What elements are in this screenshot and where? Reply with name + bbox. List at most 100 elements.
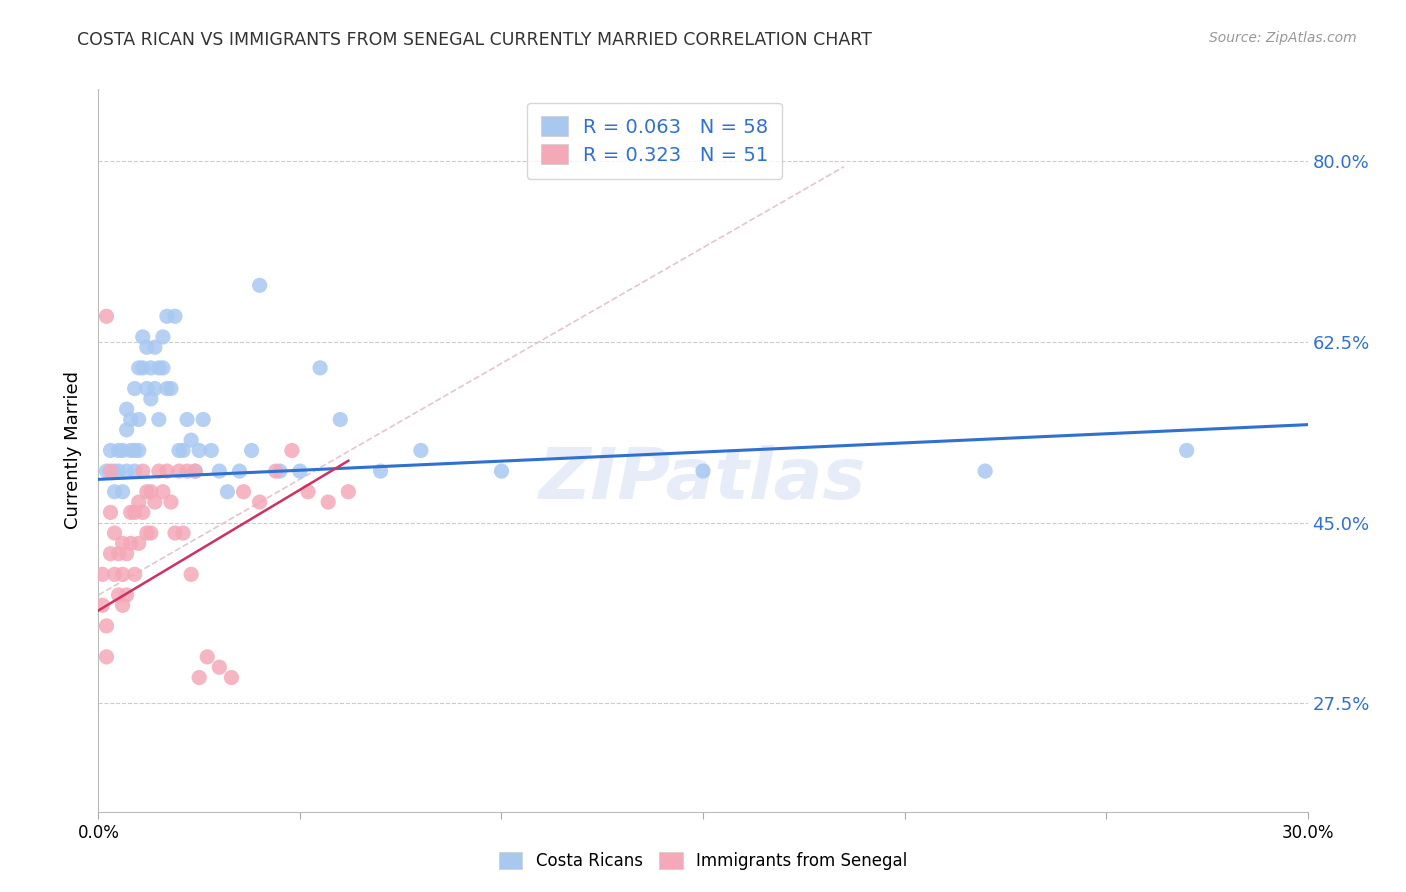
Point [115, 464, 138, 478]
Point [309, 360, 332, 375]
Text: Source: ZipAtlas.com: Source: ZipAtlas.com [1209, 31, 1357, 45]
Point [132, 464, 155, 478]
Point [208, 464, 231, 478]
Point [172, 443, 194, 458]
Point [152, 330, 174, 344]
Point [135, 526, 157, 541]
Point [107, 588, 129, 602]
Point [111, 484, 134, 499]
Point [124, 464, 146, 478]
Point [120, 412, 142, 426]
Point [128, 360, 150, 375]
Point [135, 382, 157, 396]
Point [316, 495, 339, 509]
Point [139, 392, 162, 406]
Point [176, 412, 198, 426]
Point [96, 649, 118, 664]
Point [100, 443, 122, 458]
Point [167, 443, 190, 458]
Point [124, 567, 146, 582]
Point [128, 412, 150, 426]
Point [281, 443, 304, 458]
Point [176, 464, 198, 478]
Point [288, 464, 311, 478]
Point [152, 484, 174, 499]
Point [249, 278, 271, 293]
Y-axis label: Currently Married: Currently Married [65, 371, 83, 530]
Point [103, 464, 125, 478]
Point [217, 484, 239, 499]
Point [163, 310, 186, 324]
Point [111, 567, 134, 582]
Point [409, 443, 432, 458]
Point [115, 402, 138, 417]
Point [96, 464, 118, 478]
Point [135, 340, 157, 354]
Point [188, 671, 211, 685]
Point [103, 526, 125, 541]
Point [100, 547, 122, 561]
Point [132, 330, 155, 344]
Point [139, 526, 162, 541]
Point [172, 526, 194, 541]
Point [148, 412, 170, 426]
Point [100, 464, 122, 478]
Point [200, 443, 222, 458]
Point [1175, 443, 1198, 458]
Point [152, 360, 174, 375]
Text: ZIPatlas: ZIPatlas [540, 445, 866, 514]
Point [128, 443, 150, 458]
Point [184, 464, 207, 478]
Point [111, 443, 134, 458]
Point [143, 340, 166, 354]
Point [124, 443, 146, 458]
Point [156, 382, 179, 396]
Point [139, 484, 162, 499]
Point [337, 484, 360, 499]
Point [115, 423, 138, 437]
Point [188, 443, 211, 458]
Point [96, 310, 118, 324]
Point [163, 526, 186, 541]
Point [180, 567, 202, 582]
Point [180, 433, 202, 447]
Point [120, 536, 142, 550]
Point [100, 505, 122, 519]
Point [128, 536, 150, 550]
Point [269, 464, 291, 478]
Point [297, 484, 319, 499]
Point [370, 464, 392, 478]
Point [107, 464, 129, 478]
Point [139, 360, 162, 375]
Point [329, 412, 352, 426]
Point [974, 464, 997, 478]
Point [148, 464, 170, 478]
Point [156, 310, 179, 324]
Point [491, 464, 513, 478]
Point [128, 495, 150, 509]
Legend: Costa Ricans, Immigrants from Senegal: Costa Ricans, Immigrants from Senegal [492, 845, 914, 877]
Point [148, 360, 170, 375]
Point [132, 360, 155, 375]
Point [91, 599, 114, 613]
Point [184, 464, 207, 478]
Point [193, 412, 215, 426]
Point [160, 382, 183, 396]
Point [124, 382, 146, 396]
Legend: R = 0.063   N = 58, R = 0.323   N = 51: R = 0.063 N = 58, R = 0.323 N = 51 [527, 103, 782, 178]
Point [135, 484, 157, 499]
Point [195, 649, 218, 664]
Point [96, 619, 118, 633]
Point [103, 484, 125, 499]
Point [111, 536, 134, 550]
Point [143, 382, 166, 396]
Point [124, 505, 146, 519]
Point [143, 495, 166, 509]
Point [221, 671, 243, 685]
Text: COSTA RICAN VS IMMIGRANTS FROM SENEGAL CURRENTLY MARRIED CORRELATION CHART: COSTA RICAN VS IMMIGRANTS FROM SENEGAL C… [77, 31, 872, 49]
Point [120, 505, 142, 519]
Point [115, 547, 138, 561]
Point [115, 588, 138, 602]
Point [240, 443, 263, 458]
Point [111, 599, 134, 613]
